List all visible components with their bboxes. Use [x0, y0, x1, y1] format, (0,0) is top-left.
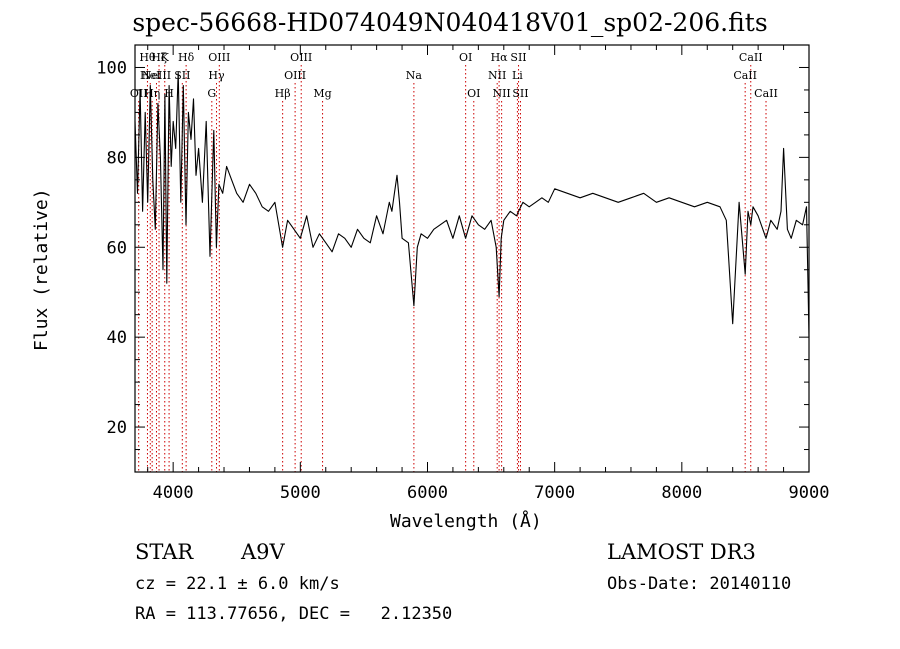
spectrum-series-line	[134, 71, 810, 338]
y-tick-label: 20	[107, 418, 127, 438]
x-tick-label: 6000	[407, 483, 448, 503]
line-marker-label: Hζ	[151, 51, 167, 64]
line-marker-label: CaII	[733, 69, 757, 82]
survey-name: LAMOST DR3	[607, 540, 756, 564]
line-marker-label: OIII	[208, 51, 230, 64]
line-marker-label: CaII	[754, 87, 778, 100]
line-marker-label: Li	[512, 69, 523, 82]
x-axis-label: Wavelength (Å)	[390, 511, 542, 532]
y-tick-label: 100	[96, 58, 127, 78]
line-marker-label: Mg	[313, 87, 331, 100]
line-marker-label: Hγ	[208, 69, 225, 82]
line-marker-label: Hη	[144, 87, 160, 100]
line-marker-label: Hβ	[275, 87, 291, 100]
object-subclass: A9V	[241, 540, 285, 564]
y-tick-label: 60	[107, 238, 127, 258]
line-marker-label: NII	[492, 87, 510, 100]
line-marker-label-layer: OIIHθHeIHηNeIIIHζKHSIIHδGHγOIIIHβOIIIOII…	[130, 51, 778, 100]
y-axis-ticks: 20 40 60 80 100	[96, 58, 809, 473]
y-axis-label: Flux (relative)	[31, 188, 52, 351]
coordinates: RA = 113.77656, DEC = 2.12350	[135, 604, 453, 624]
line-marker-label: NII	[488, 69, 506, 82]
line-marker-label: NeIII	[142, 69, 171, 82]
line-marker-label: OI	[459, 51, 472, 64]
observation-date: Obs-Date: 20140110	[607, 574, 792, 594]
line-marker-label: OIII	[290, 51, 312, 64]
line-marker-label: K	[161, 51, 170, 64]
y-tick-label: 40	[107, 328, 127, 348]
line-marker-label: Hα	[491, 51, 509, 64]
line-marker-label: SII	[174, 69, 190, 82]
line-marker-label: OIII	[284, 69, 306, 82]
line-marker-label: Hδ	[178, 51, 195, 64]
x-tick-label: 8000	[661, 483, 702, 503]
x-tick-label: 4000	[153, 483, 194, 503]
line-marker-label: OI	[467, 87, 480, 100]
object-class: STAR	[135, 540, 194, 564]
line-marker-label: Hθ	[139, 51, 156, 64]
line-marker-label: G	[207, 87, 216, 100]
redshift-value: cz = 22.1 ± 6.0 km/s	[135, 574, 340, 594]
line-marker-label: SII	[512, 87, 528, 100]
line-marker-label: Na	[406, 69, 423, 82]
x-tick-label: 9000	[789, 483, 830, 503]
line-marker-label: CaII	[739, 51, 763, 64]
y-tick-label: 80	[107, 148, 127, 168]
x-tick-label: 7000	[534, 483, 575, 503]
line-marker-label: HeI	[140, 69, 160, 82]
x-axis-ticks: 4000 5000 6000 7000 8000 9000	[147, 45, 830, 503]
line-marker-layer	[138, 65, 767, 472]
chart-title: spec-56668-HD074049N040418V01_sp02-206.f…	[132, 8, 768, 37]
line-marker-label: SII	[510, 51, 526, 64]
x-tick-label: 5000	[280, 483, 321, 503]
plot-frame	[134, 44, 810, 473]
line-marker-label: OII	[130, 87, 148, 100]
